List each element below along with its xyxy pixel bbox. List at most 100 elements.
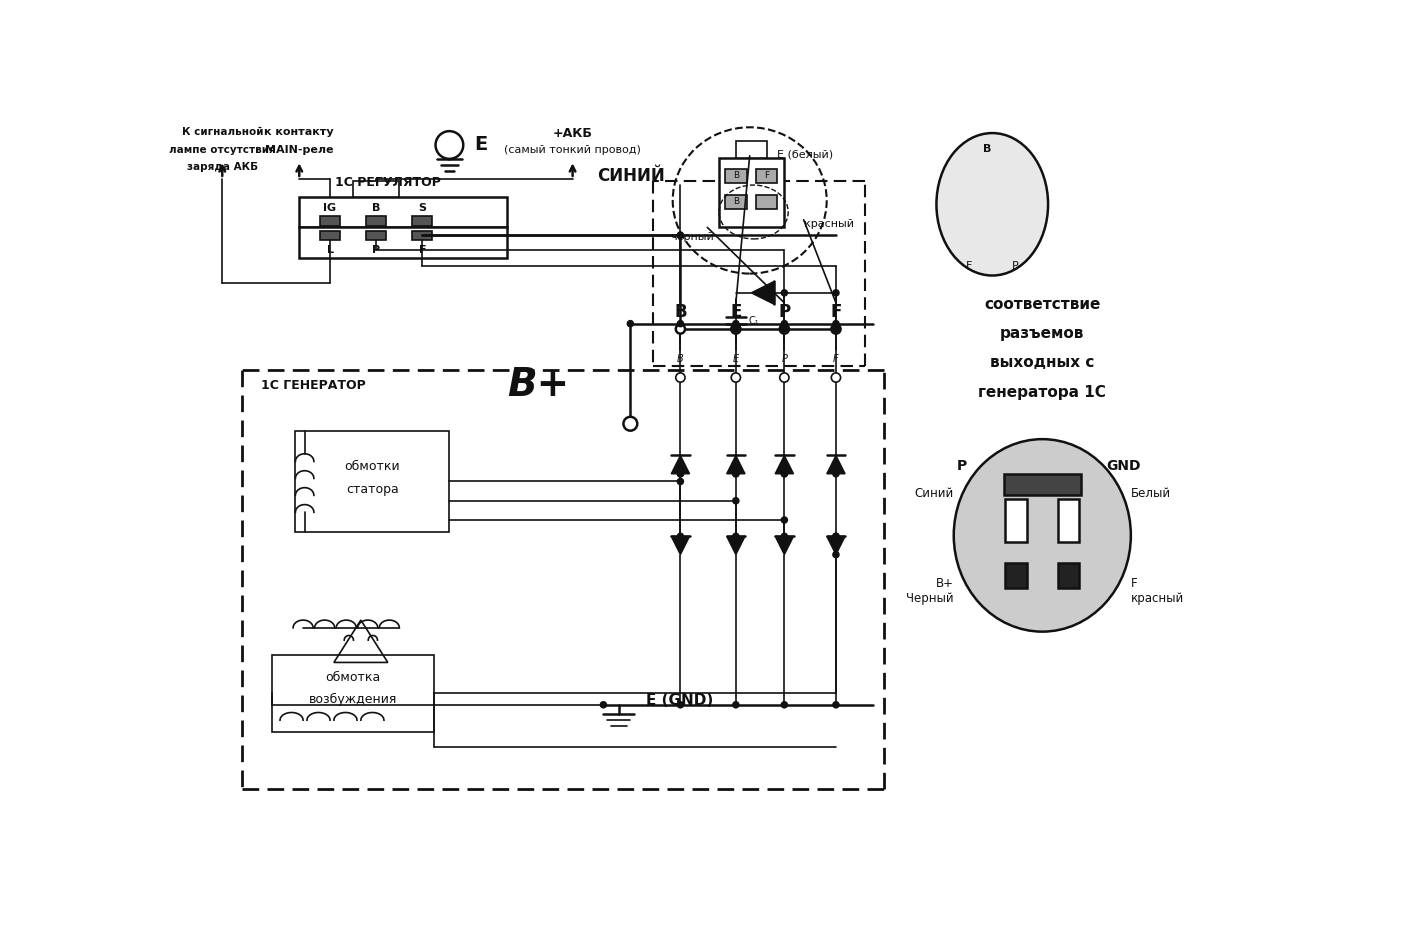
Text: E: E — [729, 303, 742, 321]
Bar — [367, 216, 387, 226]
Polygon shape — [672, 536, 690, 555]
Text: E (белый): E (белый) — [776, 149, 832, 159]
Text: E: E — [732, 354, 739, 364]
Text: F: F — [830, 303, 841, 321]
Ellipse shape — [937, 133, 1048, 276]
Text: MAIN-реле: MAIN-реле — [265, 145, 333, 155]
Text: IG: IG — [323, 203, 337, 213]
Text: F: F — [765, 170, 769, 180]
Bar — [725, 169, 746, 182]
Text: F: F — [967, 261, 972, 271]
Text: статора: статора — [346, 482, 399, 495]
Text: P: P — [782, 354, 787, 364]
Circle shape — [782, 470, 787, 477]
Polygon shape — [727, 536, 745, 555]
Circle shape — [832, 320, 840, 327]
Text: B: B — [982, 144, 991, 154]
Text: P: P — [1012, 261, 1019, 271]
Circle shape — [832, 533, 840, 539]
Text: GND: GND — [1106, 459, 1140, 473]
Circle shape — [832, 326, 840, 332]
Circle shape — [832, 702, 840, 707]
Text: обмотки: обмотки — [344, 459, 401, 472]
Text: разъемов: разъемов — [1000, 326, 1085, 341]
Text: B+
Черный: B+ Черный — [906, 577, 954, 605]
Circle shape — [782, 320, 787, 327]
Circle shape — [677, 470, 683, 477]
Circle shape — [780, 373, 789, 382]
Bar — [718, 158, 785, 228]
Bar — [367, 232, 387, 240]
Text: генератора 1С: генератора 1С — [978, 384, 1106, 400]
Text: C₁: C₁ — [748, 316, 759, 326]
Circle shape — [732, 533, 739, 539]
Circle shape — [732, 702, 739, 707]
Text: S: S — [419, 203, 426, 213]
Text: F
красный: F красный — [1130, 577, 1184, 605]
Bar — [1058, 499, 1079, 542]
Bar — [353, 181, 399, 196]
Bar — [959, 235, 976, 255]
Text: 1С РЕГУЛЯТОР: 1С РЕГУЛЯТОР — [334, 176, 440, 189]
Text: B: B — [677, 354, 684, 364]
Bar — [412, 216, 432, 226]
Bar — [295, 432, 449, 532]
Text: P: P — [957, 459, 967, 473]
Text: P: P — [373, 244, 381, 255]
Circle shape — [832, 470, 840, 477]
Circle shape — [782, 517, 787, 523]
Text: B: B — [674, 303, 687, 321]
Bar — [1007, 235, 1024, 255]
Circle shape — [436, 131, 463, 159]
Bar — [1006, 499, 1027, 542]
Text: F: F — [832, 354, 838, 364]
Bar — [1003, 474, 1081, 495]
Text: К сигнальной: К сигнальной — [182, 127, 262, 137]
Polygon shape — [751, 282, 775, 305]
Bar — [272, 655, 435, 732]
Text: B: B — [732, 170, 739, 180]
Text: P: P — [779, 303, 790, 321]
Text: E (GND): E (GND) — [646, 694, 713, 708]
Text: L: L — [326, 244, 333, 255]
Circle shape — [782, 470, 787, 477]
Text: соответствие: соответствие — [983, 297, 1101, 312]
Bar — [959, 175, 976, 214]
Text: лампе отсутствия: лампе отсутствия — [169, 145, 275, 155]
Bar — [1006, 563, 1027, 588]
Circle shape — [782, 326, 787, 332]
Circle shape — [782, 533, 787, 539]
Circle shape — [677, 702, 683, 707]
Text: Белый: Белый — [1130, 486, 1171, 499]
Circle shape — [731, 373, 741, 382]
Bar — [756, 169, 777, 182]
Bar — [299, 196, 507, 228]
Text: СИНИЙ: СИНИЙ — [597, 167, 665, 185]
Bar — [1007, 175, 1024, 214]
Circle shape — [677, 320, 683, 327]
Polygon shape — [827, 456, 845, 474]
Circle shape — [732, 497, 739, 504]
Polygon shape — [672, 456, 690, 474]
Circle shape — [831, 324, 841, 333]
Text: F: F — [419, 244, 426, 255]
Text: к контакту: к контакту — [264, 127, 334, 137]
Circle shape — [732, 320, 739, 327]
Bar — [968, 156, 1006, 173]
Circle shape — [832, 290, 840, 296]
Text: B: B — [373, 203, 381, 213]
Circle shape — [832, 533, 840, 539]
Circle shape — [676, 373, 684, 382]
Polygon shape — [775, 456, 793, 474]
Text: B+: B+ — [507, 367, 569, 405]
Circle shape — [782, 702, 787, 707]
Polygon shape — [827, 536, 845, 555]
Circle shape — [832, 326, 840, 332]
Circle shape — [677, 533, 683, 539]
Circle shape — [677, 470, 683, 477]
Text: обмотка: обмотка — [326, 671, 381, 684]
Circle shape — [677, 479, 683, 484]
Circle shape — [780, 324, 789, 333]
Polygon shape — [727, 456, 745, 474]
Bar — [299, 228, 507, 258]
